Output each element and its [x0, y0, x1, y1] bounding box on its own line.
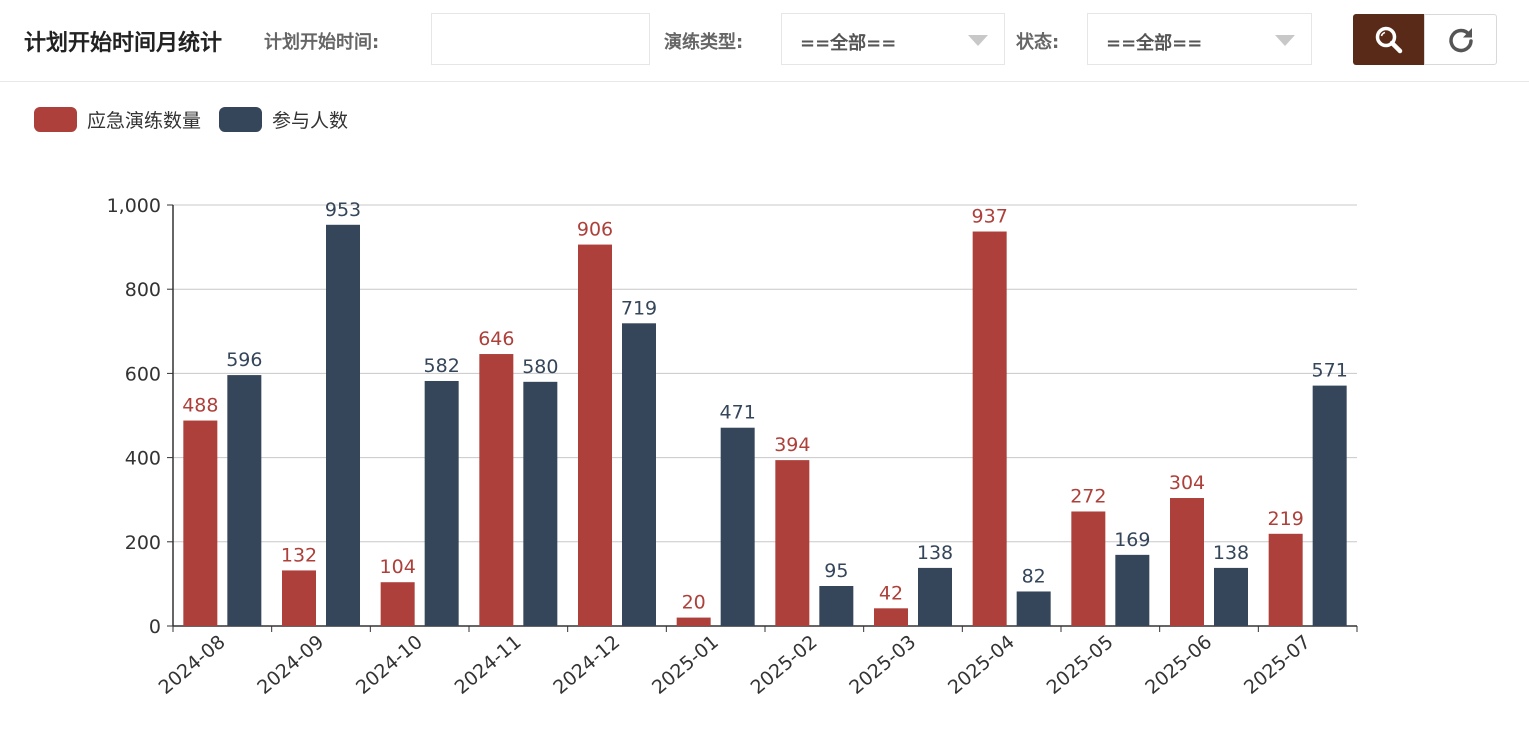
data-label: 304	[1169, 472, 1205, 494]
data-label: 219	[1268, 508, 1304, 530]
y-tick-label: 1,000	[107, 195, 161, 217]
drill-type-label: 演练类型:	[664, 32, 744, 53]
start-time-label: 计划开始时间:	[264, 32, 380, 53]
x-tick-label: 2025-07	[1240, 631, 1315, 699]
x-tick-label: 2024-12	[549, 631, 624, 699]
reset-button[interactable]	[1424, 14, 1497, 65]
data-label: 82	[1022, 565, 1046, 587]
bar	[819, 586, 854, 626]
search-button[interactable]	[1353, 14, 1425, 65]
bar	[1016, 591, 1051, 626]
x-tick-label: 2025-06	[1141, 631, 1216, 699]
x-tick-label: 2025-04	[944, 631, 1019, 699]
refresh-icon	[1448, 27, 1473, 52]
legend-item-drills[interactable]: 应急演练数量	[34, 106, 201, 133]
bar	[523, 381, 558, 626]
data-label: 104	[380, 556, 416, 578]
chevron-down-icon	[1275, 35, 1295, 46]
legend-swatch	[219, 107, 263, 132]
status-select[interactable]: ==全部==	[1087, 13, 1312, 65]
data-label: 95	[824, 560, 848, 582]
x-tick-label: 2024-11	[451, 631, 526, 699]
bar	[1170, 498, 1204, 626]
x-tick-label: 2025-02	[747, 631, 822, 699]
data-label: 272	[1070, 485, 1106, 507]
bar	[424, 380, 459, 626]
data-label: 719	[621, 297, 657, 319]
bar	[775, 460, 810, 626]
legend-swatch	[34, 107, 77, 132]
data-label: 580	[522, 356, 558, 378]
bar	[874, 608, 908, 626]
data-label: 906	[577, 219, 613, 241]
bar	[227, 375, 262, 626]
status-label: 状态:	[1016, 32, 1060, 53]
bar	[1312, 385, 1347, 626]
x-tick-label: 2025-05	[1043, 631, 1118, 699]
data-label: 488	[182, 395, 218, 417]
data-label: 937	[972, 206, 1008, 228]
data-label: 571	[1312, 360, 1348, 382]
bar	[282, 570, 316, 626]
data-label: 582	[424, 355, 460, 377]
search-icon	[1375, 26, 1403, 53]
data-label: 20	[682, 592, 706, 614]
bar	[1115, 554, 1150, 626]
data-label: 596	[226, 349, 262, 371]
data-label: 394	[774, 434, 810, 456]
bar	[326, 224, 360, 627]
bar	[720, 427, 755, 626]
data-label: 132	[281, 544, 317, 566]
start-time-input[interactable]	[431, 13, 650, 65]
bar	[676, 617, 711, 626]
chevron-down-icon	[968, 35, 988, 46]
x-tick-label: 2025-03	[845, 631, 920, 699]
bar	[1214, 567, 1248, 626]
y-tick-label: 600	[125, 363, 161, 385]
drill-type-selected-value: ==全部==	[800, 33, 897, 54]
legend-label: 参与人数	[272, 110, 349, 132]
y-tick-label: 800	[125, 279, 161, 301]
bar	[183, 420, 218, 626]
bar	[622, 323, 656, 626]
data-label: 471	[720, 402, 756, 424]
data-label: 953	[325, 199, 361, 221]
data-label: 138	[917, 542, 953, 564]
data-label: 138	[1213, 542, 1249, 564]
x-tick-label: 2025-01	[648, 631, 723, 699]
bar	[1071, 511, 1106, 626]
y-tick-label: 400	[125, 448, 161, 470]
page-title: 计划开始时间月统计	[24, 31, 223, 56]
x-tick-label: 2024-08	[155, 631, 230, 699]
bar	[578, 244, 612, 626]
filter-toolbar: 计划开始时间月统计 计划开始时间: 演练类型: ==全部== 状态: ==全部=…	[0, 0, 1529, 82]
legend-item-people[interactable]: 参与人数	[219, 106, 348, 133]
y-tick-label: 200	[125, 532, 161, 554]
data-label: 42	[879, 582, 903, 604]
bar	[479, 354, 514, 626]
chart-legend: 应急演练数量 参与人数	[34, 106, 366, 133]
bar	[918, 567, 952, 626]
data-label: 646	[478, 328, 514, 350]
bar	[1268, 533, 1303, 626]
x-tick-label: 2024-10	[352, 631, 427, 699]
x-tick-label: 2024-09	[253, 631, 328, 699]
bar	[972, 231, 1007, 626]
data-label: 169	[1114, 529, 1150, 551]
y-tick-label: 0	[149, 616, 161, 638]
status-selected-value: ==全部==	[1106, 33, 1203, 54]
legend-label: 应急演练数量	[87, 110, 202, 132]
bar	[380, 582, 415, 626]
drill-type-select[interactable]: ==全部==	[781, 13, 1005, 65]
